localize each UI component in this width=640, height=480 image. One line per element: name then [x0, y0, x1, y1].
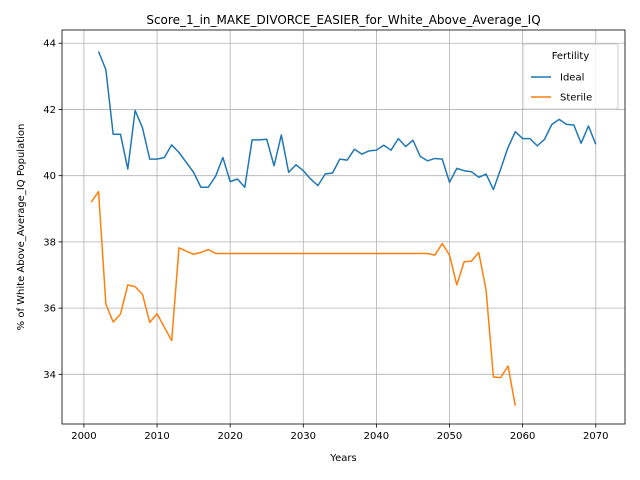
chart-title: Score_1_in_MAKE_DIVORCE_EASIER_for_White… [146, 13, 540, 27]
legend: Fertility Ideal Sterile [522, 43, 619, 110]
y-axis-label: % of White Above_Average_IQ Population [16, 124, 27, 331]
x-axis-label: Years [329, 453, 356, 464]
y-tick-label: 38 [43, 237, 56, 248]
y-tick-label: 40 [43, 171, 56, 182]
axis-ticks: 2000 2010 2020 2030 2040 2050 2060 2070 34 36 38 40… [43, 39, 608, 442]
legend-title: Fertility [552, 51, 590, 62]
series-line-ideal [97, 51, 597, 191]
y-tick-label: 36 [43, 304, 56, 315]
x-tick-label: 2020 [217, 431, 242, 442]
y-tick-label: 42 [43, 105, 56, 116]
plot-frame [61, 29, 626, 425]
x-tick-label: 2010 [144, 431, 169, 442]
x-tick-label: 2000 [71, 431, 96, 442]
x-tick-label: 2070 [583, 431, 608, 442]
x-tick-label: 2050 [437, 431, 462, 442]
y-tick-label: 34 [43, 370, 56, 381]
y-tick-label: 44 [43, 39, 56, 50]
x-tick-label: 2030 [291, 431, 316, 442]
series-lines [90, 51, 597, 406]
legend-label-sterile: Sterile [560, 93, 592, 104]
legend-entries: Ideal Sterile [531, 73, 592, 104]
legend-box [522, 43, 619, 110]
series-line-sterile [90, 190, 517, 406]
x-tick-label: 2060 [510, 431, 535, 442]
x-tick-label: 2040 [364, 431, 389, 442]
legend-label-ideal: Ideal [560, 73, 584, 84]
